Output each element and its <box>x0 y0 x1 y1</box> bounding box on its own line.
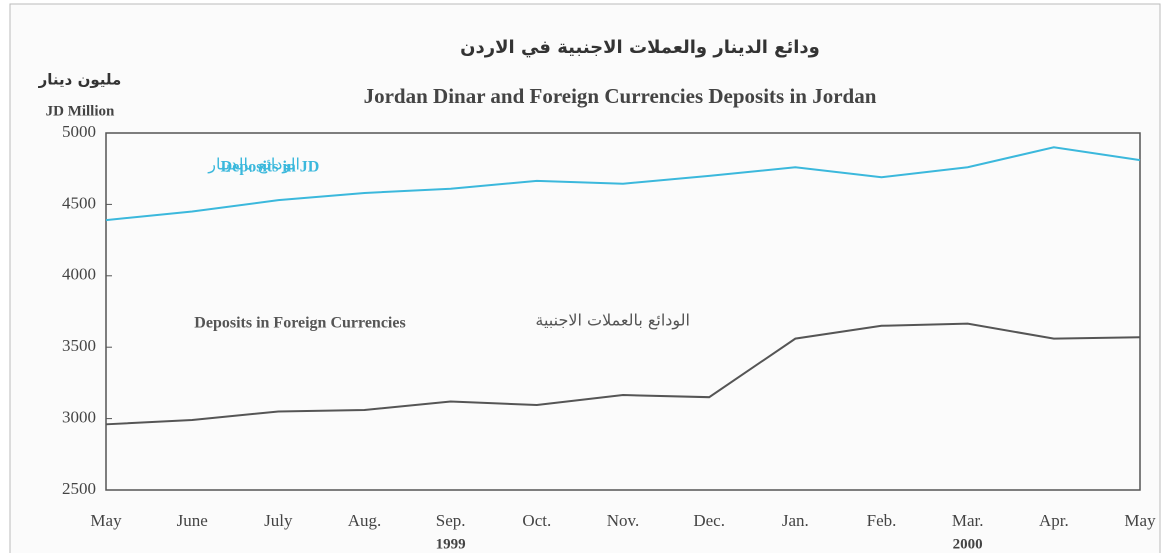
data-line <box>105 322 1141 426</box>
year-label: 1999 <box>436 536 466 552</box>
x-tick-label: May <box>90 511 122 530</box>
x-tick-label: Jan. <box>782 511 809 530</box>
y-tick-label: 2500 <box>62 479 96 498</box>
y-tick-label: 5000 <box>62 122 96 141</box>
plot-area <box>105 132 1141 491</box>
y-axis-label: JD Million <box>46 103 115 119</box>
data-line <box>105 146 1141 222</box>
x-tick-label: Feb. <box>867 511 897 530</box>
x-tick-label: Aug. <box>348 511 382 530</box>
x-tick-label: Sep. <box>436 511 466 530</box>
x-tick-label: June <box>177 511 208 530</box>
y-tick-label: 4500 <box>62 193 96 212</box>
chart-title-ar: ودائع الدينار والعملات الاجنبية في الارد… <box>460 37 820 58</box>
x-tick-label: Nov. <box>607 511 639 530</box>
series-label: Deposits in JD <box>221 159 320 176</box>
x-tick-label: Mar. <box>952 511 984 530</box>
y-tick-label: 3500 <box>62 336 96 355</box>
series-label-ar: الودائع بالدينار <box>207 155 300 175</box>
x-tick-label: Dec. <box>693 511 725 530</box>
y-tick-label: 4000 <box>62 265 96 284</box>
y-tick-label: 3000 <box>62 408 96 427</box>
series-label: Deposits in Foreign Currencies <box>194 315 405 332</box>
year-label: 2000 <box>953 536 983 552</box>
chart-title: Jordan Dinar and Foreign Currencies Depo… <box>364 84 877 108</box>
series-label-ar: الودائع بالعملات الاجنبية <box>535 311 690 331</box>
frame <box>9 3 1161 553</box>
x-tick-label: July <box>264 511 293 530</box>
x-tick-label: May <box>1124 511 1156 530</box>
x-tick-label: Oct. <box>522 511 551 530</box>
y-axis-label-ar: مليون دينار <box>38 71 122 89</box>
x-tick-label: Apr. <box>1039 511 1069 530</box>
